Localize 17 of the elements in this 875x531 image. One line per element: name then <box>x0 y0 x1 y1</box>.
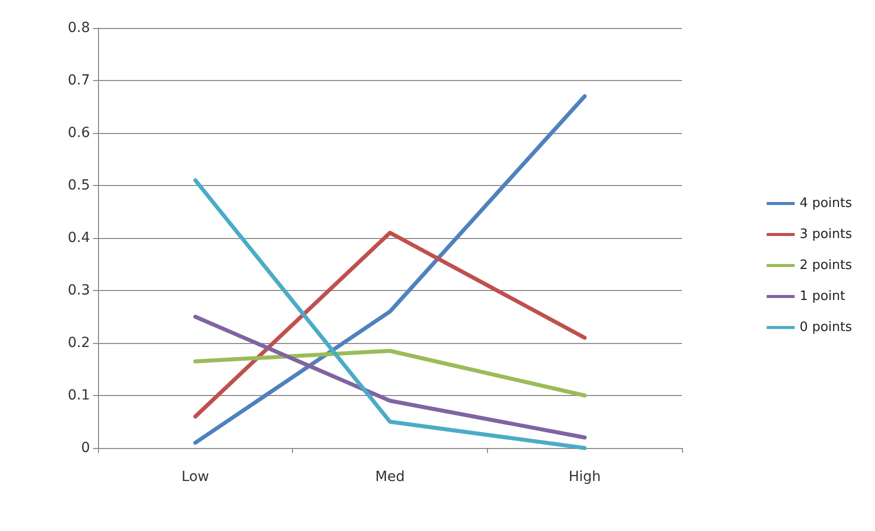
y-tick-label: 0.4 <box>68 230 90 246</box>
y-tick-label: 0.6 <box>68 125 90 141</box>
y-tick-label: 0.3 <box>68 282 90 298</box>
x-tick-label: Low <box>182 469 210 485</box>
y-tick-label: 0.2 <box>68 335 90 351</box>
legend-label: 1 point <box>800 289 846 304</box>
y-tick-label: 0.7 <box>68 72 90 88</box>
y-tick-label: 0 <box>81 440 90 456</box>
x-tick-label: Med <box>375 469 405 485</box>
y-tick-label: 0.1 <box>68 388 90 404</box>
legend-label: 4 points <box>800 196 852 211</box>
y-tick-label: 0.5 <box>68 178 90 194</box>
y-tick-label: 0.8 <box>68 20 90 36</box>
legend-label: 3 points <box>800 227 852 242</box>
legend-label: 0 points <box>800 320 852 335</box>
legend-label: 2 points <box>800 258 852 273</box>
x-tick-label: High <box>568 469 601 485</box>
